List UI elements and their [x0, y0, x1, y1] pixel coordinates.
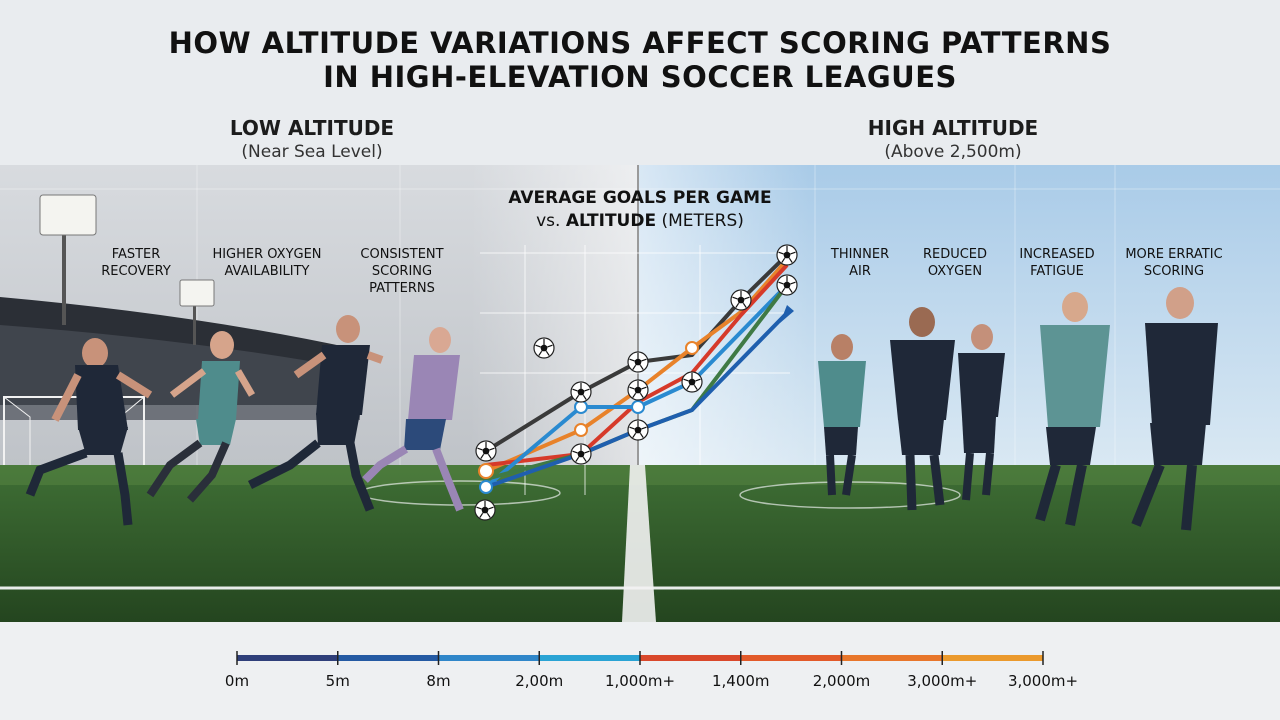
scale-tick-label: 1,400m — [711, 672, 770, 690]
high-altitude-subtitle: (Above 2,500m) — [884, 142, 1022, 162]
scale-segment — [841, 655, 943, 661]
soccer-ball-icon — [681, 371, 703, 393]
soccer-ball-icon — [776, 274, 798, 296]
left-feature-3: CONSISTENT SCORING PATTERNS — [337, 246, 467, 297]
soccer-ball-icon — [776, 244, 798, 266]
scale-tick-label: 1,000m+ — [604, 672, 676, 690]
feature-label: INCREASED — [1019, 247, 1095, 262]
player-right-5 — [1131, 287, 1218, 531]
floodlight-icon — [179, 279, 215, 345]
left-feature-2: HIGHER OXYGEN AVAILABILITY — [202, 246, 332, 280]
player-right-1 — [818, 334, 866, 496]
scale-tick-label: 2,000m — [812, 672, 871, 690]
player-left-4 — [362, 327, 464, 512]
scale-tick-label: 3,000m+ — [1007, 672, 1079, 690]
scale-tick-label: 0m — [224, 672, 250, 690]
soccer-ball-icon — [627, 379, 649, 401]
scale-segment — [237, 655, 338, 661]
scale-tick-label: 2,00m — [515, 672, 564, 690]
chart-markers — [478, 341, 699, 494]
page-title: HOW ALTITUDE VARIATIONS AFFECT SCORING P… — [0, 26, 1280, 94]
chart-title-prefix: vs. — [536, 211, 561, 231]
chart-title-suffix: (METERS) — [661, 211, 744, 231]
feature-label: SCORING PATTERNS — [369, 264, 435, 296]
floodlight-icon — [39, 194, 97, 325]
player-right-3 — [958, 324, 1005, 501]
player-right-4 — [1035, 292, 1110, 526]
feature-label: CONSISTENT — [360, 247, 444, 262]
feature-label: THINNER — [830, 247, 890, 262]
scale-tick-label: 8m — [426, 672, 451, 690]
high-altitude-heading: HIGH ALTITUDE (Above 2,500m) — [788, 116, 1118, 162]
scale-band — [0, 622, 1280, 720]
low-altitude-title: LOW ALTITUDE — [229, 116, 395, 140]
chart-title-line-1: AVERAGE GOALS PER GAME — [508, 188, 772, 208]
feature-label: FASTER — [111, 247, 161, 262]
arrow-icon — [780, 305, 794, 323]
feature-label: OXYGEN — [927, 264, 983, 279]
soccer-ball-icon — [627, 351, 649, 373]
soccer-ball-icon — [474, 499, 496, 521]
soccer-ball-icon — [570, 443, 592, 465]
player-right-2 — [890, 307, 955, 511]
scale-segment — [640, 655, 741, 661]
feature-label: AIR — [849, 264, 871, 279]
soccer-ball-icon — [730, 289, 752, 311]
player-left-1 — [25, 338, 153, 526]
chart-title-line-2: vs. ALTITUDE (METERS) — [470, 211, 810, 231]
scale-segment — [539, 655, 640, 661]
scale-segment — [438, 655, 540, 661]
altitude-scale — [236, 651, 1044, 665]
scale-tick-label: 5m — [325, 672, 350, 690]
scale-tick-label: 3,000m+ — [907, 672, 978, 690]
feature-label: AVAILABILITY — [224, 264, 310, 279]
soccer-ball-icon — [533, 337, 555, 359]
scale-segment — [740, 655, 842, 661]
soccer-ball-icon — [475, 440, 497, 462]
soccer-ball-icon — [570, 381, 592, 403]
chart-title: AVERAGE GOALS PER GAME vs. ALTITUDE (MET… — [470, 188, 810, 231]
feature-label: REDUCED — [922, 247, 988, 262]
scale-segment — [942, 655, 1043, 661]
low-altitude-subtitle: (Near Sea Level) — [241, 142, 383, 162]
right-feature-2: REDUCED OXYGEN — [890, 246, 1020, 280]
halfway-line — [622, 465, 656, 622]
right-feature-1: THINNER AIR — [795, 246, 925, 280]
player-left-3 — [247, 315, 384, 512]
high-altitude-title: HIGH ALTITUDE — [867, 116, 1039, 140]
right-feature-3: INCREASED FATIGUE — [992, 246, 1122, 280]
chart-title-bold: ALTITUDE — [565, 211, 657, 231]
feature-label: FATIGUE — [1030, 264, 1084, 279]
series-line-dark — [484, 253, 789, 453]
title-line-1: HOW ALTITUDE VARIATIONS AFFECT SCORING P… — [168, 26, 1112, 60]
scale-segment — [337, 655, 439, 661]
soccer-ball-icon — [627, 419, 649, 441]
feature-label: SCORING — [1143, 264, 1205, 279]
low-altitude-heading: LOW ALTITUDE (Near Sea Level) — [147, 116, 477, 162]
soccer-scene — [0, 165, 1280, 622]
player-left-2 — [146, 331, 256, 503]
left-feature-1: FASTER RECOVERY — [71, 246, 201, 280]
right-feature-4: MORE ERRATIC SCORING — [1109, 246, 1239, 280]
feature-label: HIGHER OXYGEN — [212, 247, 322, 262]
feature-label: RECOVERY — [101, 264, 171, 279]
feature-label: MORE ERRATIC — [1125, 247, 1223, 262]
title-line-2: IN HIGH-ELEVATION SOCCER LEAGUES — [323, 60, 957, 94]
